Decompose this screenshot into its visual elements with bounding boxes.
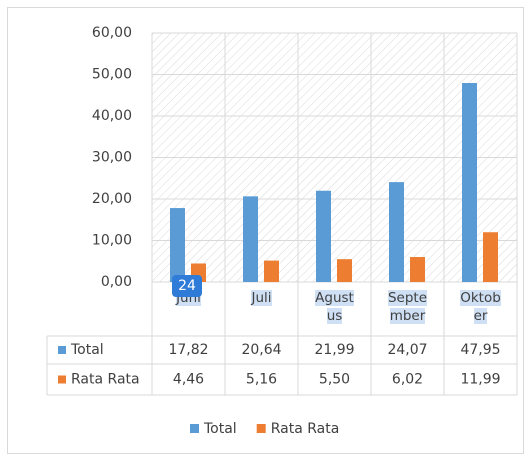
y-tick-label: 50,00	[92, 67, 132, 83]
table-cell: 5,16	[246, 372, 277, 388]
bar	[337, 259, 352, 282]
table-cell: 6,02	[392, 372, 423, 388]
table-cell: 21,99	[314, 342, 354, 358]
table-cell: 47,95	[460, 342, 500, 358]
y-tick-label: 20,00	[92, 191, 132, 207]
table-row-header: Total	[70, 342, 104, 358]
y-tick-label: 40,00	[92, 108, 132, 124]
bar	[264, 260, 279, 282]
table-cell: 24,07	[387, 342, 427, 358]
x-tick-label: Agustus	[312, 289, 358, 325]
table-legend-key	[58, 375, 66, 384]
table-cell: 5,50	[319, 372, 350, 388]
bar	[243, 196, 258, 282]
table-cell: 20,64	[241, 342, 281, 358]
legend-label: Total	[203, 421, 237, 437]
x-tick-text: Juli	[251, 290, 272, 306]
table-cell: 17,82	[168, 342, 208, 358]
legend-label: Rata Rata	[271, 421, 340, 437]
bar	[316, 190, 331, 282]
legend-key	[256, 424, 266, 433]
table-cell: 11,99	[460, 372, 500, 388]
x-tick-label: September	[385, 289, 431, 325]
y-tick-label: 60,00	[92, 25, 132, 41]
x-tick-label: Juli	[239, 289, 285, 307]
table-cell: 4,46	[173, 372, 204, 388]
bar	[410, 257, 425, 282]
bar	[389, 182, 404, 282]
bar	[483, 232, 498, 282]
x-tick-text: Agustus	[315, 290, 354, 324]
y-tick-label: 30,00	[92, 150, 132, 166]
bar	[170, 208, 185, 282]
y-tick-label: 10,00	[92, 233, 132, 249]
x-tick-label: Oktober	[458, 289, 504, 325]
chart-border	[7, 7, 524, 454]
table-legend-key	[58, 346, 66, 354]
y-tick-label: 0,00	[101, 274, 132, 290]
bar	[462, 83, 477, 282]
table-row-header: Rata Rata	[71, 372, 140, 388]
x-tick-text: September	[387, 290, 428, 324]
badge: 24	[172, 275, 202, 297]
legend-key	[190, 424, 199, 433]
x-tick-text: Oktober	[460, 290, 501, 324]
